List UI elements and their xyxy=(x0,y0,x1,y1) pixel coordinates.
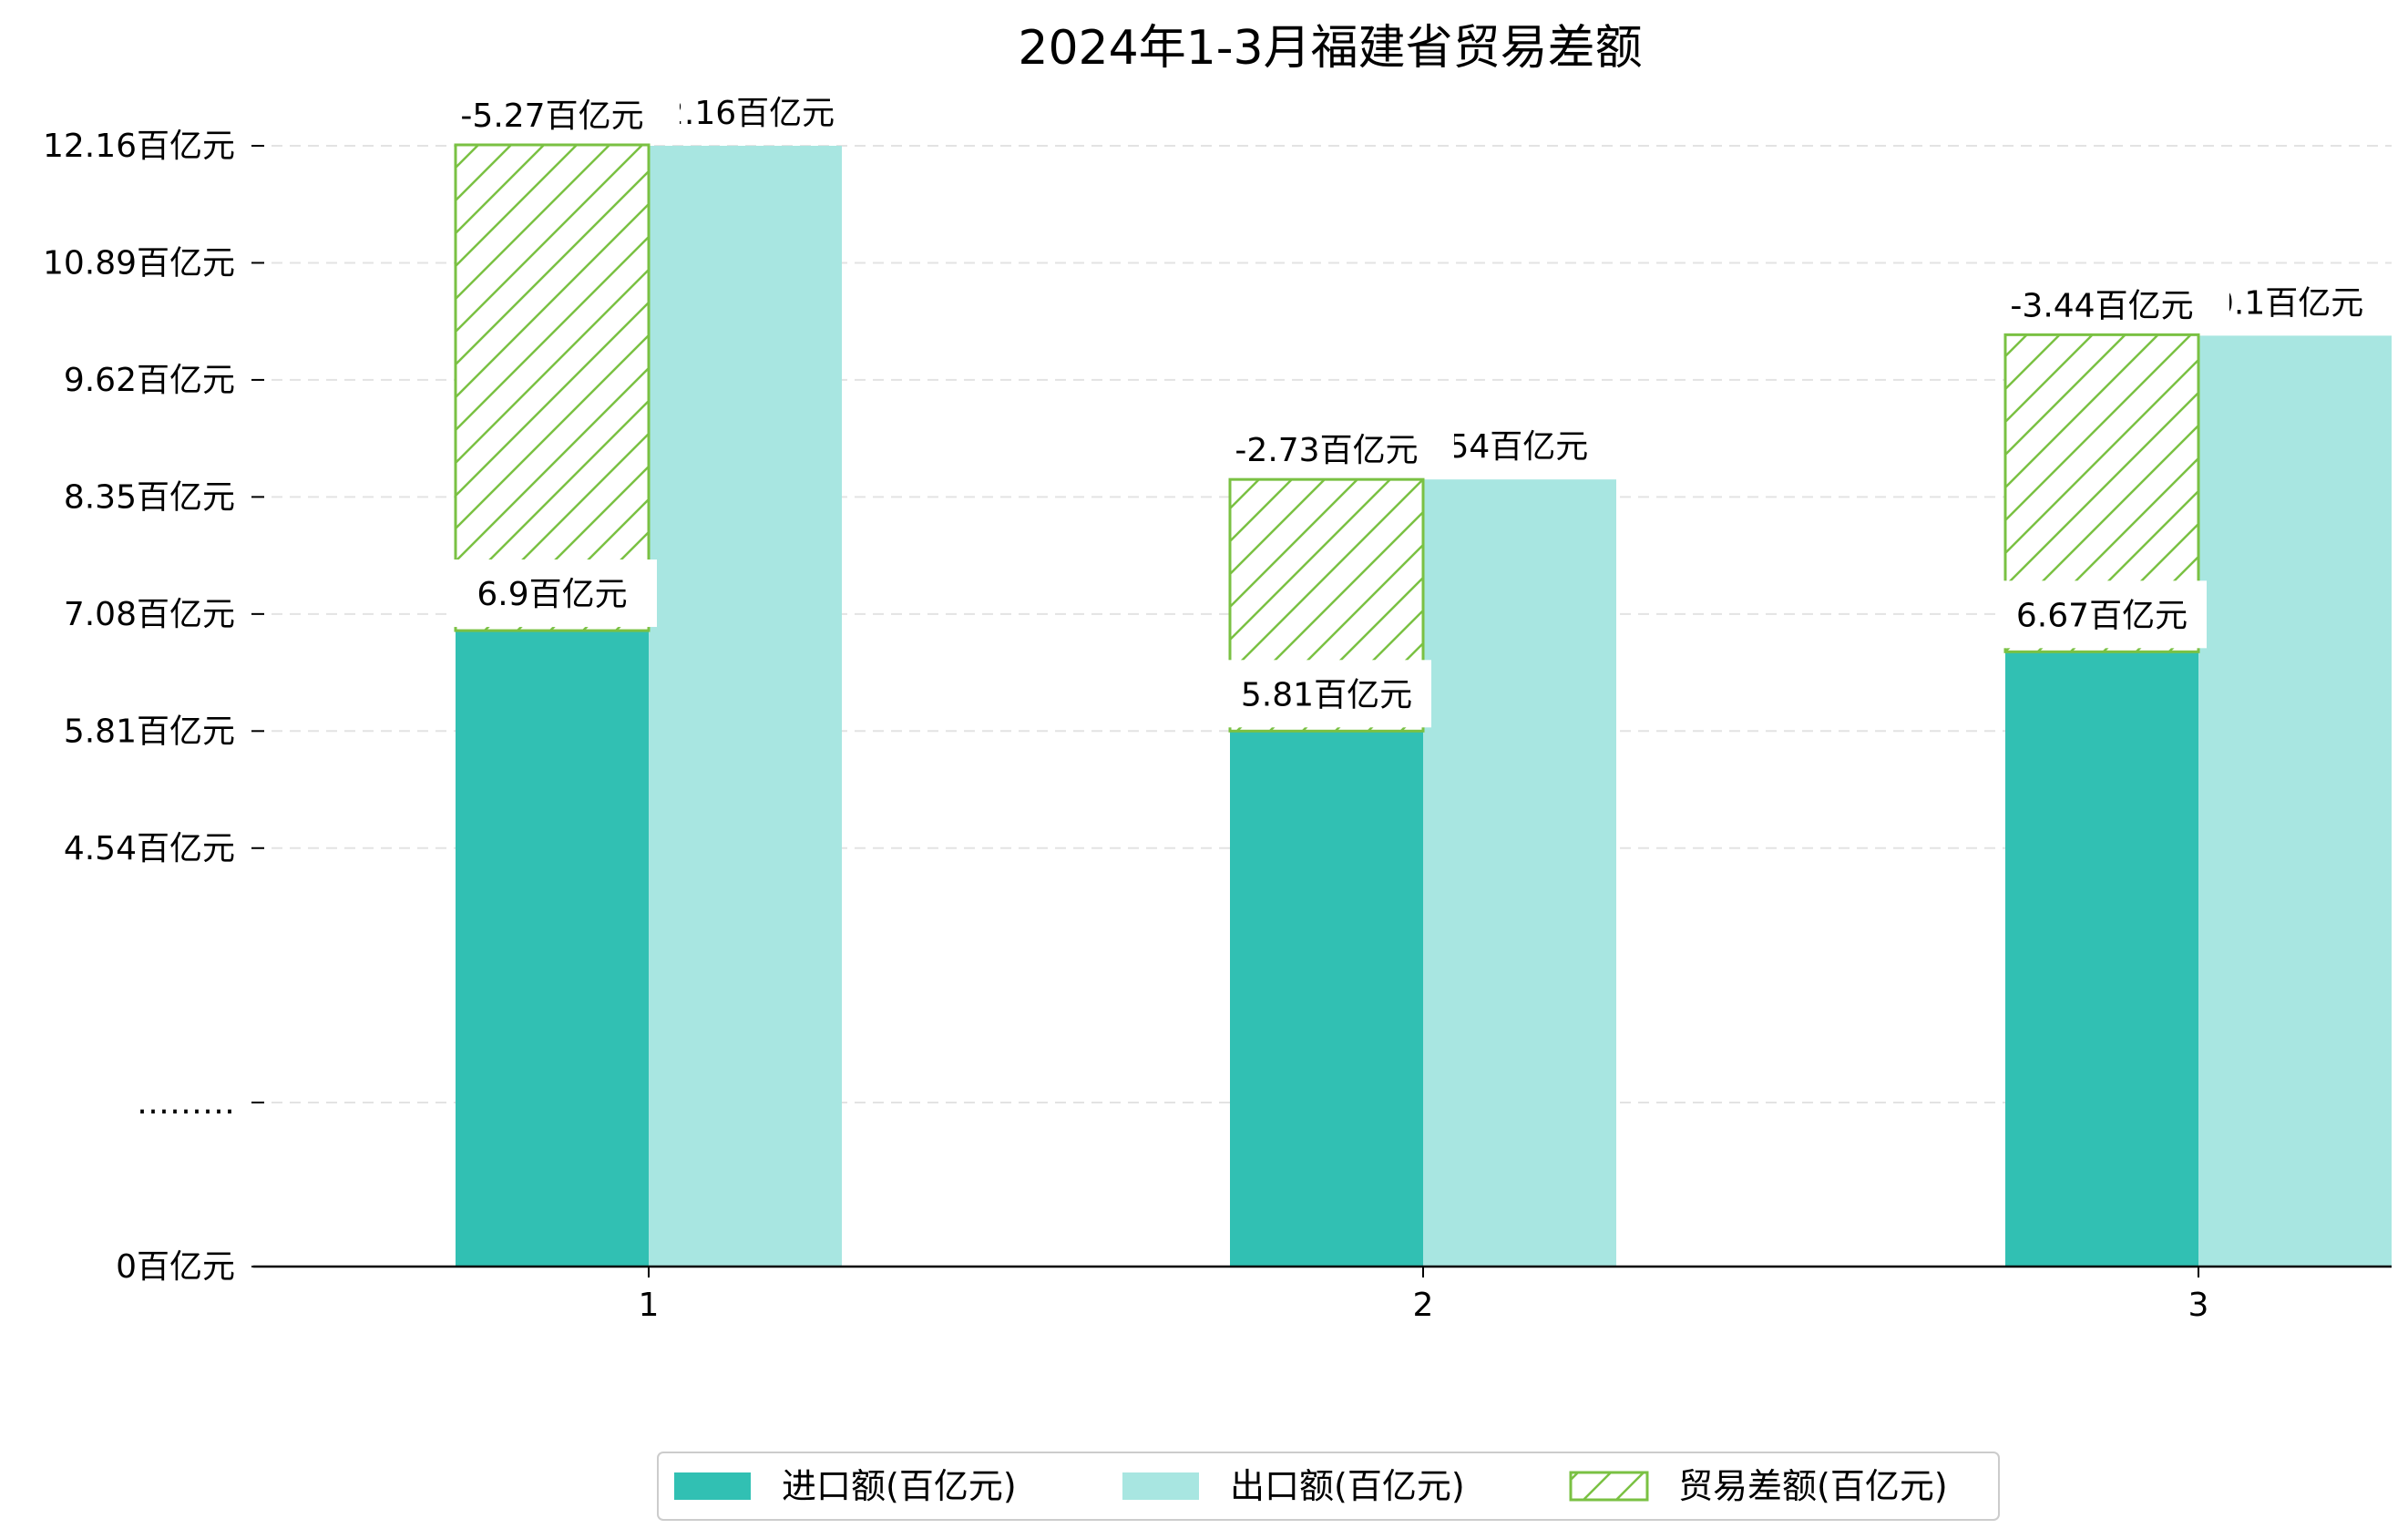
import-bar xyxy=(456,631,649,1267)
export-data-label: 0.1百亿元 xyxy=(2213,284,2363,322)
legend-label: 出口额(百亿元) xyxy=(1230,1466,1465,1506)
y-tick-label: 10.89百亿元 xyxy=(43,244,235,282)
balance-bar xyxy=(454,143,651,632)
import-label-bg xyxy=(1222,660,1431,728)
export-data-label: 2.16百亿元 xyxy=(663,95,835,132)
legend-swatch xyxy=(674,1472,751,1500)
legend: 进口额(百亿元) 出口额(百亿元) 贸易差额(百亿元) xyxy=(657,1452,2000,1521)
y-tick-label: ……… xyxy=(137,1084,235,1122)
balance-label-cover xyxy=(1213,423,1454,478)
export-bar xyxy=(1423,479,1616,1267)
y-tick-label: 5.81百亿元 xyxy=(64,713,235,750)
export-data-label: .54百亿元 xyxy=(1438,428,1588,466)
import-label-bg xyxy=(1997,580,2207,649)
y-tick-label: 12.16百亿元 xyxy=(43,128,235,165)
x-tick-label: 3 xyxy=(2188,1287,2209,1324)
import-bar xyxy=(2005,652,2198,1267)
chart-title: 2024年1-3月福建省贸易差额 xyxy=(1018,21,1642,76)
data-labels: 6.9百亿元 -5.27百亿元 2.16百亿元 5.81百亿元 -2.73百亿元 .54百… xyxy=(438,87,2363,728)
y-tick-label: 9.62百亿元 xyxy=(64,362,235,399)
export-bar xyxy=(2198,335,2392,1267)
x-tick-label: 2 xyxy=(1413,1287,1434,1324)
balance-label-cover xyxy=(438,87,680,143)
balance-data-label-top: -5.27百亿元 xyxy=(460,97,643,135)
import-data-label: 5.81百亿元 xyxy=(1241,676,1412,713)
x-tick-label: 1 xyxy=(639,1287,660,1324)
balance-label-cover xyxy=(1988,278,2229,333)
legend-swatch xyxy=(1122,1472,1199,1500)
import-bar xyxy=(1230,731,1423,1267)
export-bar xyxy=(649,146,842,1267)
import-data-label: 6.9百亿元 xyxy=(476,576,627,613)
import-data-label: 6.67百亿元 xyxy=(2016,597,2188,634)
y-tick-label: 0百亿元 xyxy=(116,1248,235,1286)
legend-label: 进口额(百亿元) xyxy=(782,1466,1017,1506)
legend-box xyxy=(657,1452,2000,1521)
balance-data-label-top: -3.44百亿元 xyxy=(2010,287,2193,324)
legend-label: 贸易差额(百亿元) xyxy=(1678,1466,1948,1506)
balance-data-label-top: -2.73百亿元 xyxy=(1235,432,1418,469)
y-tick-label: 8.35百亿元 xyxy=(64,478,235,516)
y-tick-label: 7.08百亿元 xyxy=(64,596,235,633)
axes: 0百亿元 ……… 4.54百亿元 5.81百亿元 7.08百亿元 8.35百亿元 9.62百… xyxy=(43,128,2392,1324)
legend-swatch xyxy=(1569,1471,1649,1502)
y-tick-label: 4.54百亿元 xyxy=(64,830,235,867)
bars xyxy=(454,143,2392,1267)
import-label-bg xyxy=(447,559,657,628)
